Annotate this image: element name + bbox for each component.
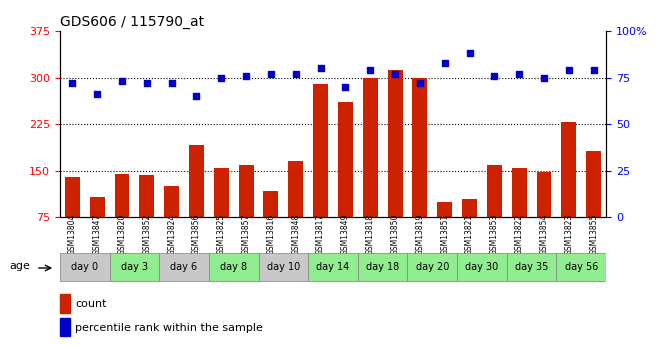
Text: day 3: day 3 (121, 263, 148, 272)
Bar (258, 253, 308, 282)
Point (191, 93, 202, 99)
Text: GSM13847: GSM13847 (93, 214, 102, 255)
Text: day 0: day 0 (71, 263, 99, 272)
Bar (264, 191, 278, 264)
Bar (308, 253, 358, 282)
Point (414, 80, 425, 86)
Bar (115, 174, 129, 264)
Point (489, 73, 500, 79)
Text: GSM13821: GSM13821 (465, 214, 474, 255)
Bar (338, 102, 353, 264)
Point (141, 80, 152, 86)
Bar (189, 145, 204, 264)
Text: GSM13851: GSM13851 (440, 214, 449, 255)
Text: percentile rank within the sample: percentile rank within the sample (75, 323, 263, 333)
Text: day 56: day 56 (565, 263, 598, 272)
Bar (214, 168, 228, 264)
Text: GSM13820: GSM13820 (117, 214, 127, 255)
Bar (313, 84, 328, 264)
Text: GSM13817: GSM13817 (316, 214, 325, 255)
Bar (408, 253, 457, 282)
Text: GSM13855: GSM13855 (589, 214, 598, 255)
Bar (165, 186, 179, 264)
Bar (537, 172, 551, 264)
Bar (159, 253, 209, 282)
Bar (60, 294, 70, 313)
Text: day 10: day 10 (266, 263, 300, 272)
Text: GSM13856: GSM13856 (192, 214, 201, 255)
Bar (288, 161, 303, 264)
Point (117, 79, 127, 84)
Bar (358, 253, 408, 282)
Text: GSM13824: GSM13824 (167, 214, 176, 255)
Bar (363, 78, 378, 264)
Bar (60, 318, 70, 336)
Point (440, 60, 450, 66)
Text: GSM13804: GSM13804 (68, 214, 77, 255)
Text: GSM13819: GSM13819 (416, 214, 424, 255)
Point (315, 66, 326, 71)
Bar (507, 253, 556, 282)
Text: age: age (9, 261, 30, 271)
Text: GSM13848: GSM13848 (291, 214, 300, 255)
Point (92, 92, 103, 97)
Point (216, 75, 226, 80)
Bar (556, 253, 606, 282)
Text: count: count (75, 299, 107, 309)
Text: day 35: day 35 (515, 263, 548, 272)
Text: GSM13852: GSM13852 (143, 214, 151, 255)
Bar (388, 70, 402, 264)
Bar (90, 197, 105, 264)
Text: GSM13816: GSM13816 (266, 214, 276, 255)
Text: GSM13853: GSM13853 (490, 214, 499, 255)
Text: GSM13818: GSM13818 (366, 214, 375, 255)
Bar (586, 151, 601, 264)
Text: day 14: day 14 (316, 263, 350, 272)
Text: day 30: day 30 (466, 263, 499, 272)
Bar (65, 177, 80, 264)
Point (563, 67, 574, 73)
Bar (457, 253, 507, 282)
Bar (139, 175, 155, 264)
Point (266, 71, 276, 77)
Point (290, 71, 301, 77)
Text: GSM13850: GSM13850 (390, 214, 400, 255)
Point (67, 80, 78, 86)
Text: day 18: day 18 (366, 263, 400, 272)
Bar (238, 165, 254, 264)
Text: GSM13857: GSM13857 (242, 214, 250, 255)
Point (539, 75, 549, 80)
Point (514, 71, 525, 77)
Bar (412, 78, 428, 264)
Bar (209, 253, 258, 282)
Point (166, 80, 177, 86)
Point (241, 73, 252, 79)
Point (588, 67, 599, 73)
Point (340, 84, 351, 90)
Bar (60, 253, 110, 282)
Text: day 20: day 20 (416, 263, 449, 272)
Point (464, 51, 475, 56)
Point (390, 71, 400, 77)
Text: GDS606 / 115790_at: GDS606 / 115790_at (60, 14, 204, 29)
Text: GSM13854: GSM13854 (539, 214, 549, 255)
Text: GSM13823: GSM13823 (564, 214, 573, 255)
Point (365, 67, 376, 73)
Bar (110, 253, 159, 282)
Text: GSM13822: GSM13822 (515, 214, 523, 255)
Bar (462, 199, 477, 264)
Bar (438, 202, 452, 264)
Text: day 8: day 8 (220, 263, 247, 272)
Bar (487, 165, 501, 264)
Text: GSM13825: GSM13825 (217, 214, 226, 255)
Text: day 6: day 6 (170, 263, 198, 272)
Text: GSM13849: GSM13849 (341, 214, 350, 255)
Bar (511, 168, 527, 264)
Bar (561, 122, 576, 264)
